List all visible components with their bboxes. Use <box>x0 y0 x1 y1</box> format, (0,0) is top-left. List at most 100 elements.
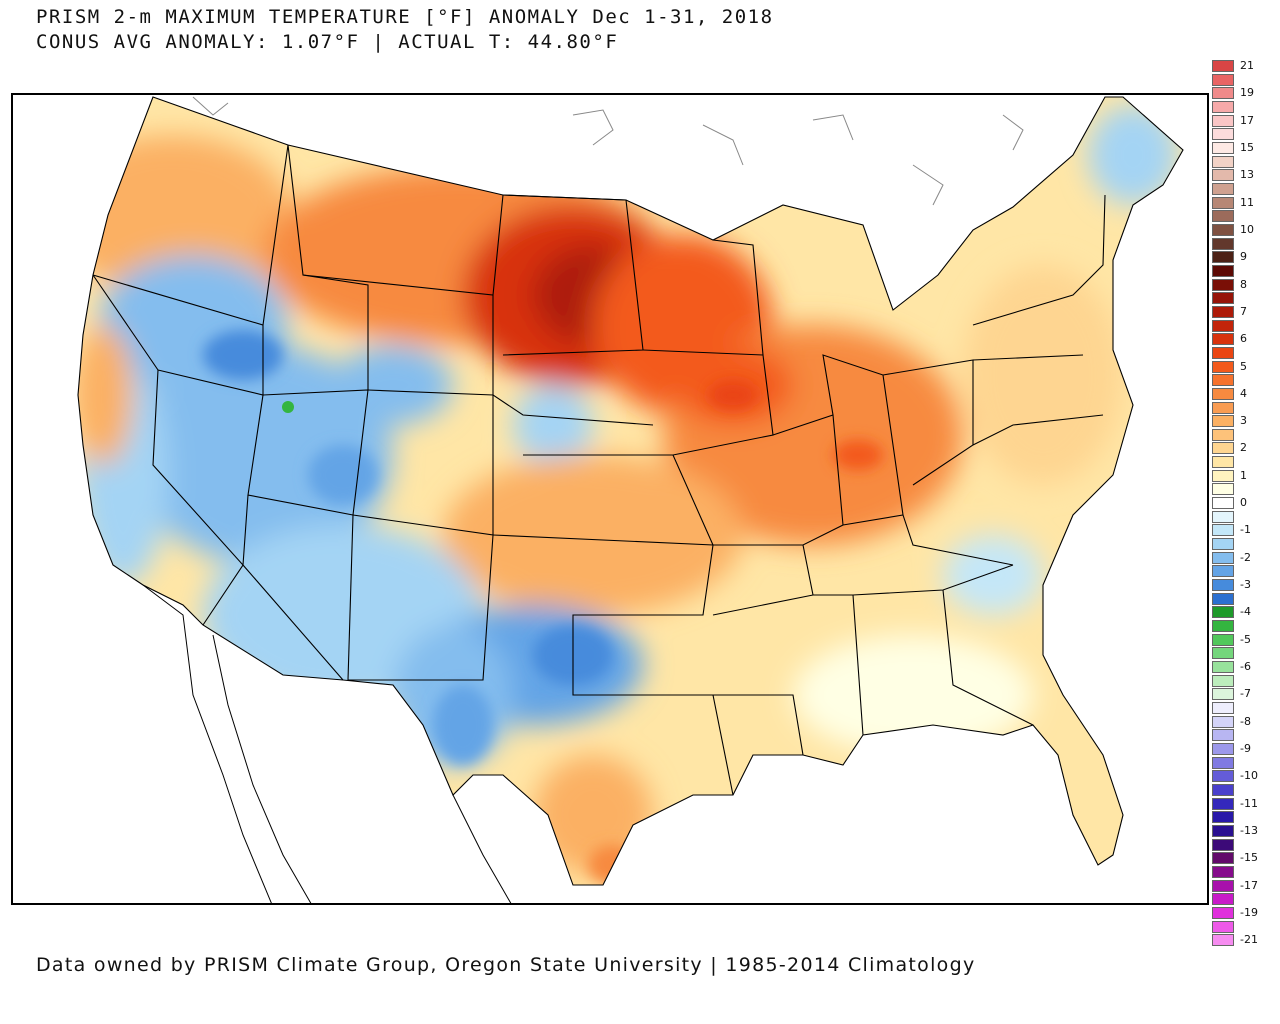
legend-swatch <box>1212 497 1234 509</box>
legend-swatch <box>1212 60 1234 72</box>
legend-tick-label: -15 <box>1240 851 1258 864</box>
legend-swatch <box>1212 661 1234 673</box>
legend-tick-label: -17 <box>1240 879 1258 892</box>
legend-swatch <box>1212 716 1234 728</box>
legend-tick-label: -21 <box>1240 933 1258 946</box>
legend-swatch <box>1212 169 1234 181</box>
legend-tick-label: 19 <box>1240 86 1254 99</box>
legend-swatch <box>1212 702 1234 714</box>
legend-swatch <box>1212 852 1234 864</box>
legend-swatch <box>1212 374 1234 386</box>
region-northeast-mild <box>963 265 1123 485</box>
legend-swatch <box>1212 142 1234 154</box>
legend-tick-label: 0 <box>1240 496 1247 509</box>
legend-swatch <box>1212 224 1234 236</box>
region-california-warm <box>78 325 133 465</box>
region-central-plains-warm <box>443 455 743 615</box>
legend-tick-label: -1 <box>1240 523 1251 536</box>
legend-swatch <box>1212 251 1234 263</box>
legend-swatch <box>1212 866 1234 878</box>
legend-swatch <box>1212 361 1234 373</box>
legend-tick-label: -4 <box>1240 605 1251 618</box>
legend-swatch <box>1212 921 1234 933</box>
legend-tick-label: 6 <box>1240 332 1247 345</box>
legend-swatch <box>1212 101 1234 113</box>
legend-swatch <box>1212 388 1234 400</box>
state-boundaries <box>77 96 1184 886</box>
legend-swatch <box>1212 606 1234 618</box>
legend-swatch <box>1212 279 1234 291</box>
legend-swatch <box>1212 757 1234 769</box>
legend-swatch <box>1212 743 1234 755</box>
legend-swatch <box>1212 415 1234 427</box>
legend-tick-label: -10 <box>1240 769 1258 782</box>
legend-swatch <box>1212 675 1234 687</box>
legend-swatch <box>1212 320 1234 332</box>
legend-swatch <box>1212 552 1234 564</box>
legend-swatch <box>1212 74 1234 86</box>
legend-tick-label: 2 <box>1240 441 1247 454</box>
legend-swatch <box>1212 347 1234 359</box>
legend-tick-label: 10 <box>1240 223 1254 236</box>
legend-swatch <box>1212 784 1234 796</box>
mexico-outline <box>142 584 512 903</box>
legend-swatch <box>1212 798 1234 810</box>
great-salt-lake-marker <box>282 401 294 413</box>
legend-swatch <box>1212 907 1234 919</box>
legend-tick-label: -13 <box>1240 824 1258 837</box>
legend-tick-label: 15 <box>1240 141 1254 154</box>
legend-tick-label: 9 <box>1240 250 1247 263</box>
legend-swatch <box>1212 306 1234 318</box>
legend-tick-label: 3 <box>1240 414 1247 427</box>
legend-tick-label: 11 <box>1240 196 1254 209</box>
legend-swatch <box>1212 265 1234 277</box>
legend-swatch <box>1212 483 1234 495</box>
legend-tick-label: -19 <box>1240 906 1258 919</box>
anomaly-field <box>78 97 1183 885</box>
legend-swatch <box>1212 238 1234 250</box>
region-carolinas-cool <box>943 535 1043 615</box>
legend-swatch <box>1212 87 1234 99</box>
legend-tick-label: 4 <box>1240 387 1247 400</box>
legend-swatch <box>1212 565 1234 577</box>
legend-tick-label: -9 <box>1240 742 1251 755</box>
legend-swatch <box>1212 442 1234 454</box>
legend-swatch <box>1212 770 1234 782</box>
legend-swatch <box>1212 333 1234 345</box>
legend-tick-label: 5 <box>1240 360 1247 373</box>
legend-tick-label: -3 <box>1240 578 1251 591</box>
legend-swatch <box>1212 825 1234 837</box>
region-maine-cool <box>1088 105 1178 205</box>
legend-swatch <box>1212 839 1234 851</box>
legend-swatch <box>1212 511 1234 523</box>
legend-swatch <box>1212 402 1234 414</box>
legend-tick-label: -11 <box>1240 797 1258 810</box>
legend-swatch <box>1212 647 1234 659</box>
data-attribution: Data owned by PRISM Climate Group, Orego… <box>36 954 976 976</box>
legend-swatch <box>1212 210 1234 222</box>
legend-tick-label: 8 <box>1240 278 1247 291</box>
legend-swatch <box>1212 429 1234 441</box>
legend-tick-label: 13 <box>1240 168 1254 181</box>
region-southeast-mild <box>793 635 1033 755</box>
legend-swatch <box>1212 620 1234 632</box>
legend-tick-label: -6 <box>1240 660 1251 673</box>
legend-tick-label: 7 <box>1240 305 1247 318</box>
legend-tick-label: -8 <box>1240 715 1251 728</box>
legend-swatch <box>1212 880 1234 892</box>
legend-swatch <box>1212 292 1234 304</box>
canada-lakes <box>192 96 1024 206</box>
region-nebraska-cool <box>513 385 593 465</box>
legend-swatch <box>1212 197 1234 209</box>
map-title: PRISM 2-m MAXIMUM TEMPERATURE [°F] ANOMA… <box>36 6 774 28</box>
legend-tick-label: 17 <box>1240 114 1254 127</box>
legend-tick-label: -7 <box>1240 687 1251 700</box>
legend-swatch <box>1212 593 1234 605</box>
map-canvas <box>77 96 1184 903</box>
legend-swatch <box>1212 688 1234 700</box>
legend-swatch <box>1212 470 1234 482</box>
legend-swatch <box>1212 156 1234 168</box>
legend-swatch <box>1212 524 1234 536</box>
legend-tick-label: -5 <box>1240 633 1251 646</box>
legend-tick-label: 21 <box>1240 59 1254 72</box>
